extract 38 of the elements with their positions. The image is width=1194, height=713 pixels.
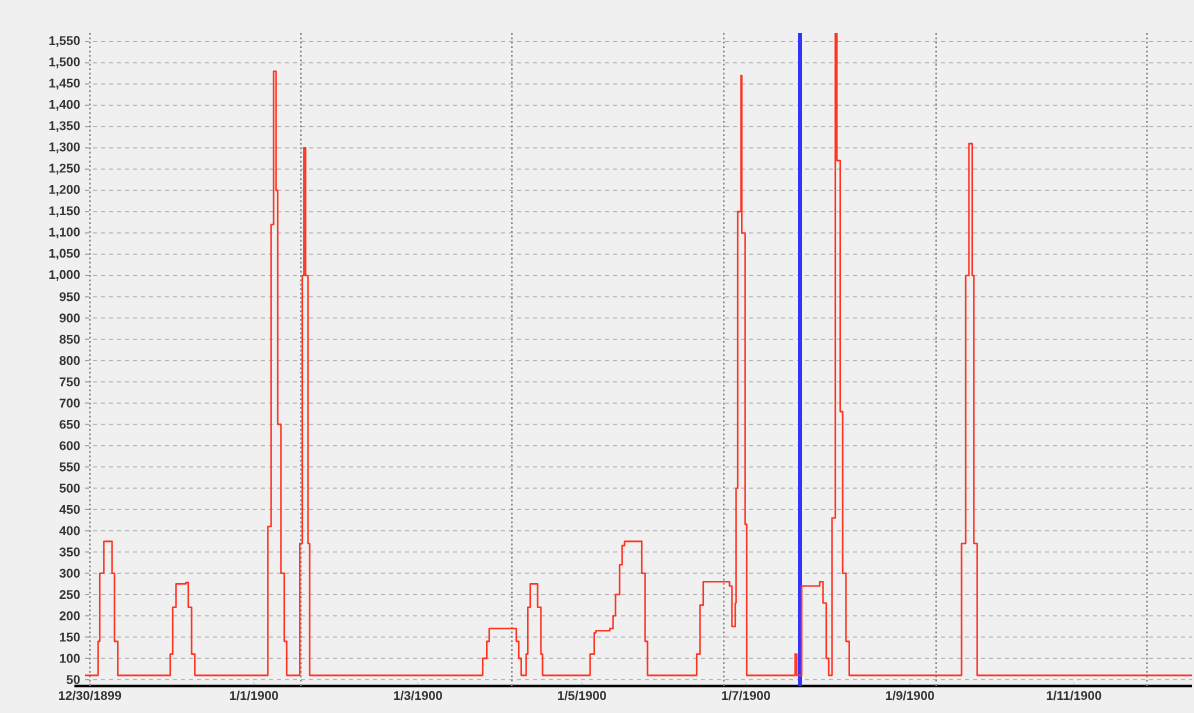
y-tick-label: 850 bbox=[59, 334, 80, 344]
y-tick-label: 350 bbox=[59, 547, 80, 557]
y-tick-label: 1,050 bbox=[49, 248, 80, 260]
x-tick-label: 1/7/1900 bbox=[722, 690, 771, 701]
y-tick-label: 1,100 bbox=[49, 227, 80, 239]
y-tick-label: 1,350 bbox=[49, 121, 80, 132]
x-tick-label: 1/9/1900 bbox=[886, 690, 935, 701]
y-tick-label: 950 bbox=[59, 292, 80, 302]
y-tick-label: 1,150 bbox=[49, 206, 80, 218]
y-tick-label: 150 bbox=[59, 632, 80, 642]
y-tick-label: 800 bbox=[59, 356, 80, 366]
y-tick-label: 100 bbox=[59, 653, 80, 663]
y-tick-label: 500 bbox=[59, 483, 80, 493]
y-tick-label: 450 bbox=[59, 504, 80, 514]
y-tick-label: 1,200 bbox=[49, 184, 80, 196]
y-tick-label: 400 bbox=[59, 526, 80, 536]
x-tick-label: 1/5/1900 bbox=[558, 690, 607, 701]
y-tick-label: 300 bbox=[59, 568, 80, 578]
y-tick-label: 250 bbox=[59, 590, 80, 600]
x-tick-label: 1/3/1900 bbox=[394, 690, 443, 701]
y-tick-label: 1,500 bbox=[49, 57, 80, 69]
y-tick-label: 1,000 bbox=[49, 270, 80, 281]
y-tick-label: 50 bbox=[66, 675, 80, 685]
y-tick-label: 650 bbox=[59, 419, 80, 429]
y-tick-label: 900 bbox=[59, 313, 80, 323]
y-tick-label: 550 bbox=[59, 462, 80, 472]
y-tick-label: 1,300 bbox=[49, 142, 80, 154]
x-tick-label: 1/1/1900 bbox=[230, 690, 279, 701]
y-tick-label: 1,550 bbox=[49, 36, 80, 47]
y-tick-label: 700 bbox=[59, 398, 80, 408]
y-tick-label: 200 bbox=[59, 611, 80, 621]
x-tick-label: 1/11/1900 bbox=[1046, 690, 1102, 701]
x-tick-label: 12/30/1899 bbox=[59, 690, 122, 701]
y-tick-label: 750 bbox=[59, 377, 80, 387]
y-tick-label: 1,450 bbox=[49, 78, 80, 90]
y-tick-label: 600 bbox=[59, 441, 80, 451]
y-tick-label: 1,250 bbox=[49, 163, 80, 175]
y-tick-label: 1,400 bbox=[49, 99, 80, 111]
